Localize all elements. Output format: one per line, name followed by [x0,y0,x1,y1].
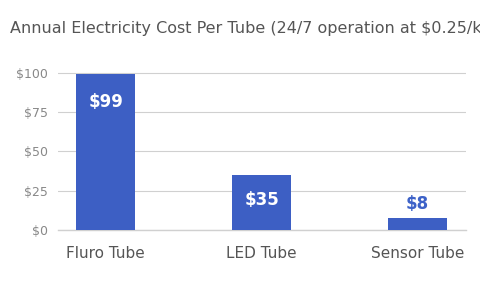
Bar [76,74,135,230]
Bar [232,175,291,230]
Text: $8: $8 [406,195,429,213]
Text: $99: $99 [88,94,123,112]
Text: $35: $35 [244,191,279,209]
Text: Annual Electricity Cost Per Tube (24/7 operation at $0.25/kWh): Annual Electricity Cost Per Tube (24/7 o… [10,21,480,36]
Bar [388,217,447,230]
